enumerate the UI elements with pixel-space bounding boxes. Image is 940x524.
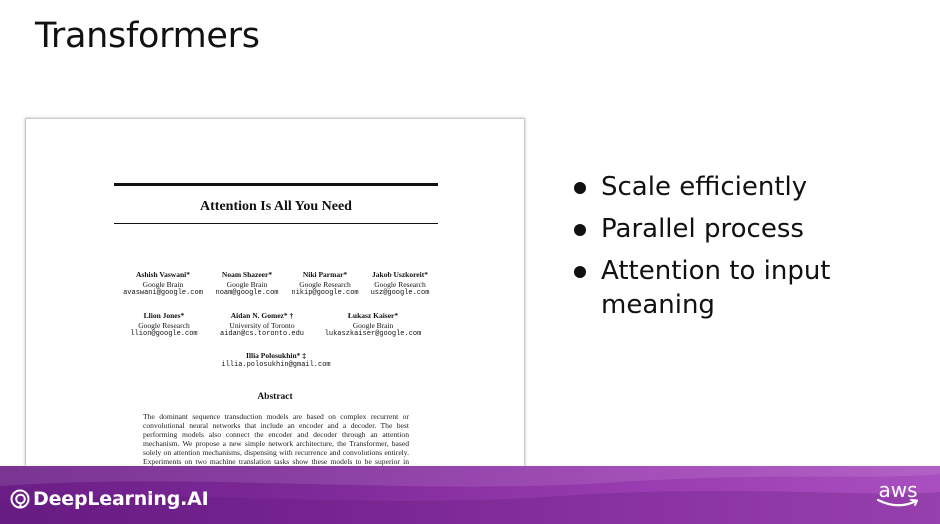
paper-author: Aidan N. Gomez* † University of Toronto … — [219, 311, 305, 338]
slide-title: Transformers — [35, 16, 260, 56]
footer-bar: DeepLearning.AI aws — [0, 466, 940, 524]
paper-author: Niki Parmar* Google Research nikip@googl… — [291, 270, 359, 297]
deeplearning-ai-logo: DeepLearning.AI — [10, 488, 209, 510]
paper-author: Noam Shazeer* Google Brain noam@google.c… — [215, 270, 279, 297]
bullet-item: Scale efficiently — [572, 170, 912, 204]
paper-abstract-text: The dominant sequence transduction model… — [143, 412, 409, 469]
paper-author: Ashish Vaswani* Google Brain avaswani@go… — [123, 270, 203, 297]
bullet-item: Parallel process — [572, 212, 912, 246]
paper-author: Łukasz Kaiser* Google Brain lukaszkaiser… — [324, 311, 422, 338]
paper-title: Attention Is All You Need — [200, 199, 352, 214]
bullet-item: Attention to input meaning — [572, 254, 912, 322]
deeplearning-logo-icon — [10, 489, 30, 509]
bullet-list: Scale efficiently Parallel process Atten… — [572, 170, 912, 330]
brand-name: DeepLearning.AI — [33, 488, 209, 510]
paper-title-rule — [114, 223, 438, 224]
aws-smile-icon — [876, 498, 918, 507]
paper-top-rule — [114, 183, 438, 186]
paper-author: Jakob Uszkoreit* Google Research usz@goo… — [370, 270, 430, 297]
bullet-dot-icon — [574, 224, 586, 236]
aws-logo: aws — [876, 480, 920, 508]
footer-wave-decoration — [0, 466, 940, 524]
paper-author: Llion Jones* Google Research llion@googl… — [130, 311, 198, 338]
aws-text: aws — [878, 478, 918, 502]
paper-author: Illia Polosukhin* ‡ illia.polosukhin@gma… — [221, 351, 331, 369]
paper-screenshot: Attention Is All You Need Ashish Vaswani… — [25, 118, 525, 470]
bullet-dot-icon — [574, 266, 586, 278]
bullet-dot-icon — [574, 182, 586, 194]
paper-abstract-title: Abstract — [257, 392, 293, 402]
